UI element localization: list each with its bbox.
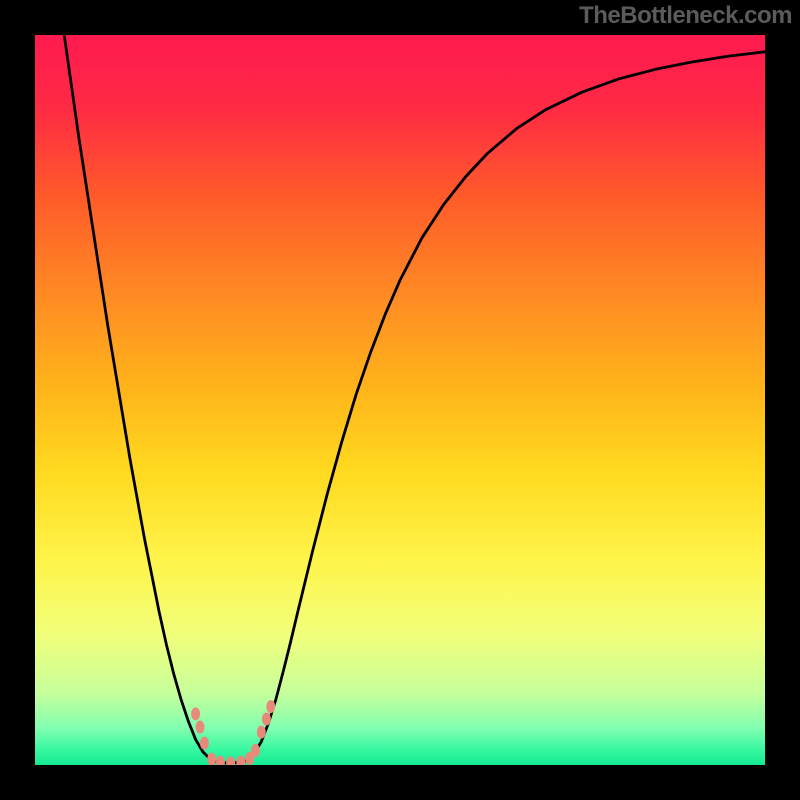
marker-dot <box>257 726 266 739</box>
marker-dot <box>251 744 260 757</box>
chart-root: TheBottleneck.com <box>0 0 800 800</box>
watermark-text: TheBottleneck.com <box>579 2 792 30</box>
marker-dot <box>266 700 275 713</box>
chart-plot-area <box>35 35 765 765</box>
marker-dot <box>200 737 209 750</box>
chart-background <box>35 35 765 765</box>
marker-dot <box>262 713 271 726</box>
marker-dot <box>195 721 204 734</box>
chart-svg <box>35 35 765 765</box>
marker-dot <box>191 707 200 720</box>
